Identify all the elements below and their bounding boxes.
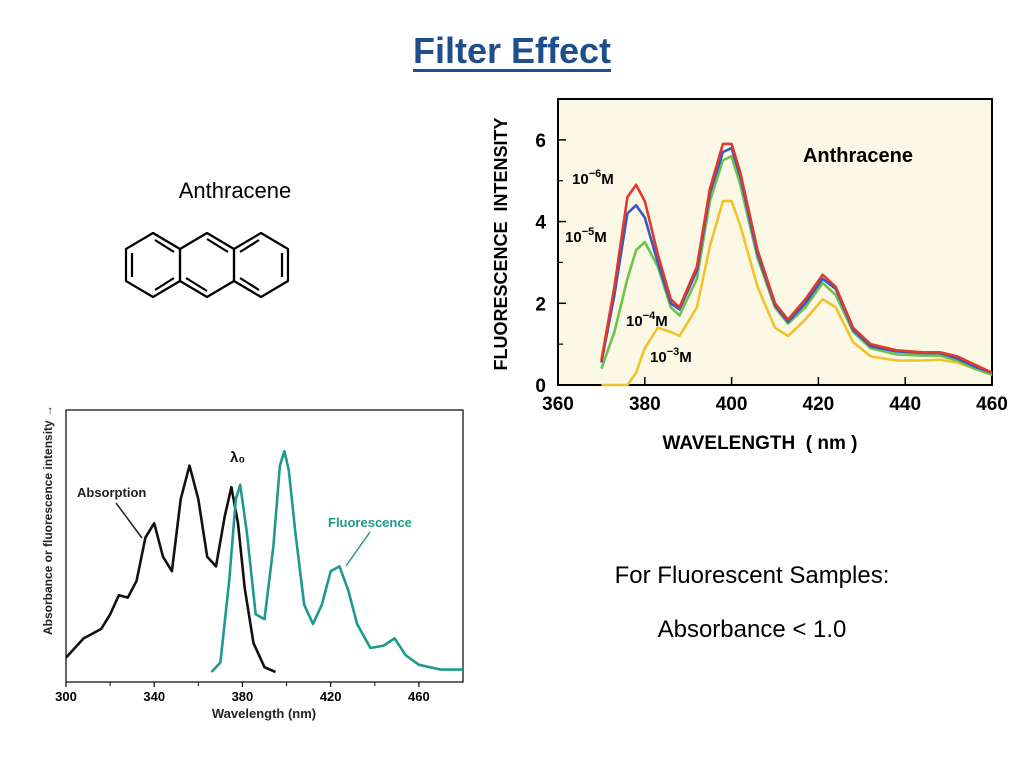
fluorescence-line xyxy=(210,449,463,673)
plot-a-xtick-label: 380 xyxy=(629,394,661,415)
fluorescence-pointer xyxy=(345,531,371,567)
ring-right xyxy=(232,231,290,299)
plot-b-ticks xyxy=(65,682,420,687)
absorption-label: Absorption xyxy=(77,485,146,500)
plot-a-tick-labels: 360 380 400 420 440 460 0 2 4 6 xyxy=(535,131,1007,415)
plot-a-ylabel: FLUORESCENCE INTENSITY xyxy=(491,117,511,370)
plot-b-ylabel: Absorbance or fluorescence intensity → xyxy=(41,405,55,635)
legend-1e4-label: 10−4M xyxy=(626,310,668,330)
plot-b-frame xyxy=(65,409,464,683)
note-line-1: For Fluorescent Samples: xyxy=(614,562,890,589)
anthracene-structure xyxy=(124,231,290,299)
series-line-1e-6 xyxy=(600,142,993,374)
slide-title-text: Filter Effect xyxy=(412,30,612,71)
note-line-2: Absorbance < 1.0 xyxy=(657,616,847,643)
plot-a-ytick-label: 4 xyxy=(535,213,546,234)
legend-1e6-label: 10−6M xyxy=(572,168,614,188)
plot-a-xtick-label: 460 xyxy=(976,394,1008,415)
slide-title: Filter Effect xyxy=(0,30,1024,72)
legend-1e3-label: 10−3M xyxy=(650,346,692,366)
plot-b-xtick-label: 380 xyxy=(232,689,254,704)
absorption-pointer xyxy=(115,502,143,539)
plot-b-lines xyxy=(65,449,463,674)
structure-label: Anthracene xyxy=(178,178,292,203)
plot-b-xtick-label: 460 xyxy=(408,689,430,704)
plot-a-xtick-label: 420 xyxy=(803,394,835,415)
plot-a-ticks xyxy=(557,139,993,386)
series-line-1e-3 xyxy=(601,199,993,387)
plot-a-xlabel: WAVELENGTH ( nm ) xyxy=(663,433,858,454)
absorption-line xyxy=(65,464,277,674)
plot-a-lines xyxy=(600,142,993,387)
plot-a-ytick-label: 0 xyxy=(535,376,546,397)
lambda-zero-label: λ₀ xyxy=(230,449,245,466)
plot-a-xtick-label: 360 xyxy=(542,394,574,415)
plot-b-xlabel: Wavelength (nm) xyxy=(212,706,316,721)
plot-b-xtick-label: 300 xyxy=(55,689,77,704)
plot-a-background xyxy=(557,98,993,386)
plot-b-tick-labels: 300 340 380 420 460 xyxy=(55,689,430,704)
fluorescence-label: Fluorescence xyxy=(328,515,412,530)
plot-a-xtick-label: 440 xyxy=(889,394,921,415)
legend-1e5-label: 10−5M xyxy=(565,226,607,246)
plot-a-ytick-label: 2 xyxy=(535,294,546,315)
plot-a-title: Anthracene xyxy=(803,145,913,167)
plot-b-xtick-label: 420 xyxy=(320,689,342,704)
plot-a-ytick-label: 6 xyxy=(535,131,546,152)
plot-b-xtick-label: 340 xyxy=(143,689,165,704)
plot-a-xtick-label: 400 xyxy=(716,394,748,415)
